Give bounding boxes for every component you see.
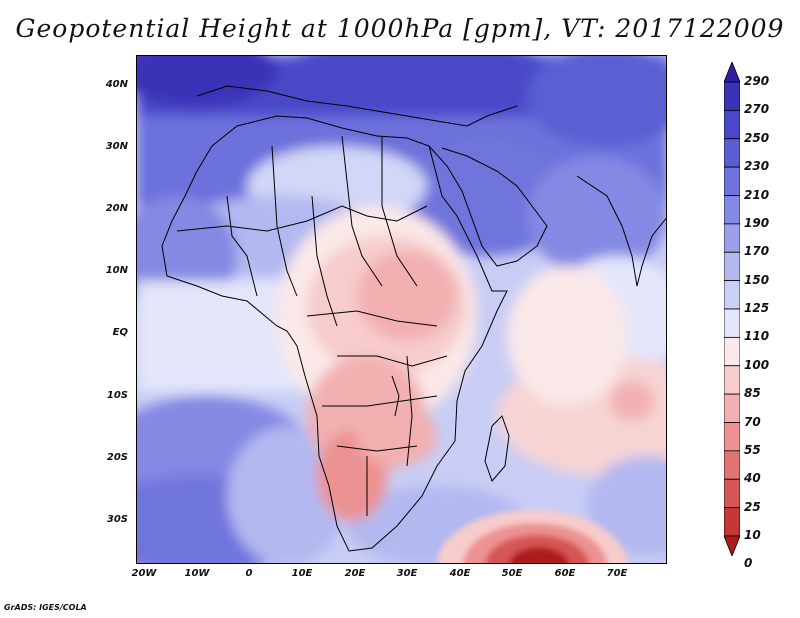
colorbar-bottom-arrow: [724, 535, 740, 556]
colorbar-level-label: 210: [744, 187, 770, 202]
page-title: Geopotential Height at 1000hPa [gpm], VT…: [15, 14, 785, 43]
colorbar-level-label: 150: [744, 272, 770, 287]
colorbar-level-label: 0: [744, 556, 753, 571]
lat-label: 30N: [105, 141, 128, 152]
colorbar-level-label: 270: [744, 102, 770, 117]
lon-label: 60E: [554, 568, 576, 579]
lon-label: 10W: [184, 568, 210, 579]
lon-label: 20E: [344, 568, 366, 579]
colorbar-level-label: 100: [744, 357, 770, 372]
colorbar-level-label: 110: [744, 329, 770, 344]
lat-label: 40N: [105, 79, 128, 90]
height-field-map: [137, 56, 666, 563]
colorbar-swatch: [724, 166, 740, 196]
lat-label: 30S: [106, 514, 128, 525]
height-field: [137, 56, 666, 563]
lat-label: 10S: [106, 390, 128, 401]
colorbar-swatch: [724, 195, 740, 225]
colorbar-level-label: 40: [744, 471, 761, 486]
lon-label: 50E: [501, 568, 523, 579]
colorbar-level-label: 70: [744, 414, 761, 429]
colorbar-swatch: [724, 280, 740, 310]
colorbar-swatch: [724, 138, 740, 168]
colorbar-swatch: [724, 81, 740, 111]
map-panel: [136, 55, 667, 564]
colorbar: [724, 62, 740, 556]
lat-label: 20N: [105, 203, 128, 214]
colorbar-swatch: [724, 336, 740, 367]
colorbar-level-label: 10: [744, 528, 761, 542]
colorbar-level-label: 250: [744, 130, 770, 145]
lon-label: 0: [245, 568, 253, 579]
southern-low: [437, 510, 627, 563]
lon-label: 70E: [606, 568, 628, 579]
colorbar-swatch: [724, 251, 740, 282]
lon-label: 10E: [291, 568, 313, 579]
colorbar-swatch: [724, 393, 740, 423]
lat-label: 20S: [106, 452, 128, 463]
colorbar-level-label: 170: [744, 244, 770, 259]
colorbar-swatch: [724, 223, 740, 253]
lat-label: 10N: [105, 265, 128, 276]
colorbar-swatch: [724, 422, 740, 452]
lon-label: 40E: [449, 568, 471, 579]
lon-label: 30E: [396, 568, 418, 579]
lat-label: EQ: [112, 327, 128, 338]
footer-credit: GrADS: IGES/COLA: [4, 603, 87, 612]
colorbar-level-label: 290: [744, 74, 770, 88]
colorbar-swatch: [724, 507, 740, 537]
colorbar-top-arrow: [724, 62, 740, 83]
lon-label: 20W: [131, 568, 157, 579]
colorbar-level-label: 125: [744, 301, 770, 315]
colorbar-level-label: 25: [744, 499, 761, 514]
coastlines: [161, 85, 666, 552]
colorbar-swatch: [724, 109, 740, 140]
colorbar-swatch: [724, 308, 740, 338]
colorbar-swatch: [724, 478, 740, 509]
colorbar-level-label: 55: [744, 442, 761, 457]
colorbar-level-label: 190: [744, 215, 770, 230]
colorbar-swatch: [724, 365, 740, 395]
colorbar-swatch: [724, 450, 740, 480]
colorbar-level-label: 230: [744, 159, 770, 174]
colorbar-level-label: 85: [744, 386, 761, 401]
